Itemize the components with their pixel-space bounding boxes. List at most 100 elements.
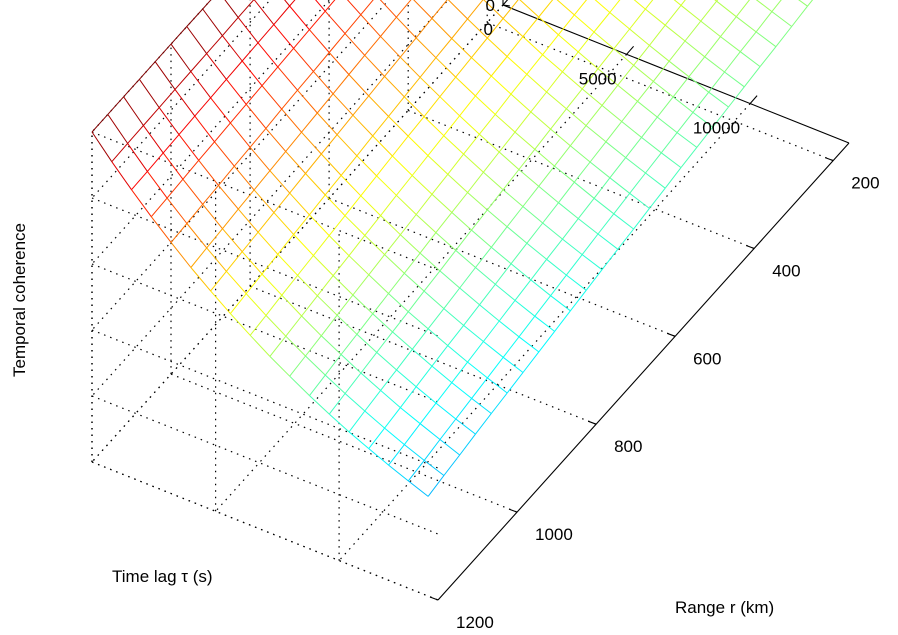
z-axis-label: Temporal coherence <box>10 223 29 377</box>
mesh-segment <box>348 54 366 75</box>
mesh-segment <box>364 215 381 236</box>
mesh-segment <box>305 355 326 376</box>
mesh-segment <box>526 54 543 75</box>
mesh-segment <box>755 0 773 12</box>
mesh-segment <box>372 135 393 157</box>
mesh-segment <box>237 17 259 44</box>
mesh-segment <box>360 352 378 374</box>
mesh-segment <box>522 351 540 373</box>
mesh-segment <box>131 171 148 191</box>
mesh-segment <box>589 141 607 163</box>
mesh-segment <box>609 12 630 30</box>
mesh-segment <box>427 308 445 330</box>
mesh-segment <box>158 107 180 135</box>
mesh-segment <box>348 255 370 276</box>
mesh-segment <box>601 84 619 106</box>
mesh-segment <box>546 258 567 276</box>
mesh-segment <box>368 95 389 117</box>
mesh-segment <box>641 116 658 138</box>
mesh-segment <box>593 177 611 199</box>
mesh-segment <box>257 24 275 44</box>
mesh-segment <box>297 71 314 91</box>
mesh-segment <box>340 354 362 374</box>
mesh-segment <box>692 91 710 113</box>
mesh-segment <box>589 161 611 179</box>
mesh-segment <box>226 270 247 295</box>
mesh-segment <box>435 212 453 233</box>
mesh-segment <box>447 0 468 20</box>
mesh-segment <box>241 231 259 253</box>
mesh-segment <box>293 234 314 256</box>
mesh-segment <box>566 88 583 110</box>
mesh-segment <box>352 114 374 137</box>
y-tick-label: 200 <box>851 174 879 193</box>
mesh-segment <box>289 355 306 377</box>
mesh-segment <box>241 60 263 87</box>
mesh-segment <box>443 308 464 326</box>
mesh-segment <box>494 93 512 115</box>
grid-line-z-left-wall <box>91 0 449 397</box>
mesh-segment <box>364 410 385 429</box>
x-tick-mark <box>749 95 758 104</box>
mesh-segment <box>174 71 192 90</box>
mesh-segment <box>621 121 642 138</box>
mesh-segment <box>356 313 374 335</box>
mesh-segment <box>241 42 259 62</box>
mesh-segment <box>664 4 682 26</box>
mesh-segment <box>328 215 346 236</box>
mesh-segment <box>396 369 417 388</box>
mesh-segment <box>281 108 302 133</box>
mesh-segment <box>573 0 588 16</box>
mesh-segment <box>344 14 362 34</box>
mesh-segment <box>392 331 413 350</box>
mesh-segment <box>755 11 773 33</box>
mesh-segment <box>490 392 508 414</box>
mesh-segment <box>538 16 559 36</box>
mesh-segment <box>309 395 330 415</box>
mesh-segment <box>273 212 294 235</box>
mesh-segment <box>688 76 710 93</box>
mesh-segment <box>143 107 160 126</box>
mesh-segment <box>700 20 721 37</box>
mesh-segment <box>162 152 184 180</box>
y-axis-line <box>437 142 850 601</box>
mesh-segment <box>617 228 634 250</box>
mesh-segment <box>380 194 397 216</box>
mesh-segment <box>633 0 646 10</box>
mesh-segment <box>257 42 279 68</box>
mesh-segment <box>257 231 279 255</box>
mesh-segment <box>320 134 338 155</box>
mesh-segment <box>451 361 468 383</box>
mesh-segment <box>301 315 322 337</box>
mesh-segment <box>570 289 587 312</box>
mesh-segment <box>459 433 476 456</box>
mesh-segment <box>305 335 322 357</box>
mesh-segment <box>340 175 362 197</box>
mesh-segment <box>439 76 457 98</box>
mesh-segment <box>245 103 267 129</box>
mesh-segment <box>320 153 342 176</box>
mesh-segment <box>392 155 413 176</box>
y-tick-mark <box>666 332 676 337</box>
mesh-segment <box>150 216 172 243</box>
mesh-segment <box>289 0 296 7</box>
mesh-segment <box>364 235 385 255</box>
mesh-segment <box>316 93 334 114</box>
mesh-segment <box>613 48 634 66</box>
mesh-segment <box>222 17 239 37</box>
mesh-segment <box>510 73 528 95</box>
mesh-segment <box>475 267 496 285</box>
mesh-segment <box>510 242 528 265</box>
mesh-segment <box>502 18 524 37</box>
mesh-segment <box>629 172 646 194</box>
mesh-segment <box>656 116 678 133</box>
mesh-segment <box>198 141 215 161</box>
mesh-segment <box>431 193 453 213</box>
mesh-segment <box>562 71 583 90</box>
mesh-segment <box>463 325 484 342</box>
z-tick-label: 0 <box>486 0 495 15</box>
mesh-segment <box>577 31 595 53</box>
mesh-segment <box>696 126 714 148</box>
mesh-segment <box>490 226 508 248</box>
mesh-segment <box>558 34 579 53</box>
